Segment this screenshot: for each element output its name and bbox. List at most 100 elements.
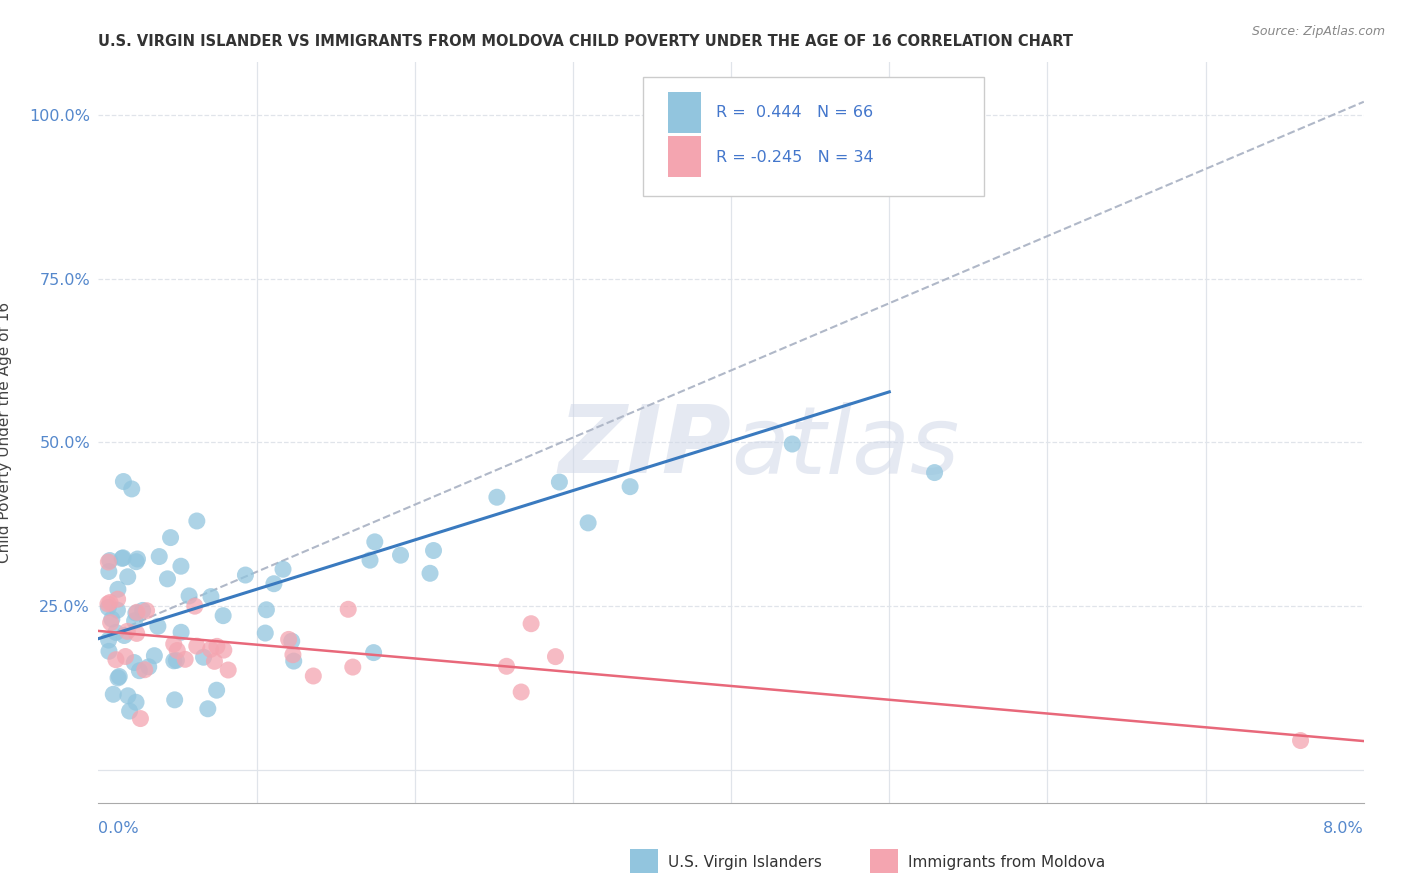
Point (263, 576, 285, 591)
Point (485, 490, 508, 504)
Point (495, 659, 517, 673)
Point (108, 669, 131, 683)
Point (143, 648, 166, 663)
Point (125, 695, 148, 709)
Point (163, 654, 186, 668)
Point (277, 632, 299, 647)
Point (101, 612, 124, 626)
Point (389, 548, 412, 562)
Point (125, 606, 148, 620)
Point (111, 551, 134, 566)
Point (576, 516, 599, 530)
Point (97, 555, 120, 569)
Point (363, 646, 385, 660)
Point (924, 466, 946, 480)
Point (548, 475, 571, 489)
Bar (668, 92, 700, 133)
Point (112, 475, 135, 489)
Point (280, 634, 302, 648)
Point (186, 639, 208, 653)
Point (170, 559, 193, 574)
Point (204, 654, 226, 668)
Point (165, 653, 187, 667)
Point (122, 656, 145, 670)
Text: Immigrants from Moldova: Immigrants from Moldova (908, 855, 1105, 870)
Bar (668, 136, 700, 178)
Point (117, 570, 139, 584)
Text: 0.0%: 0.0% (98, 822, 139, 837)
Point (364, 534, 387, 549)
Point (235, 568, 257, 582)
Text: ZIP: ZIP (558, 401, 731, 493)
Text: U.S. Virgin Islanders: U.S. Virgin Islanders (668, 855, 821, 870)
Y-axis label: Child Poverty Under the Age of 16: Child Poverty Under the Age of 16 (0, 302, 13, 563)
Text: U.S. VIRGIN ISLANDER VS IMMIGRANTS FROM MOLDOVA CHILD POVERTY UNDER THE AGE OF 1: U.S. VIRGIN ISLANDER VS IMMIGRANTS FROM … (98, 34, 1073, 49)
Point (271, 562, 294, 576)
Point (281, 648, 304, 662)
Point (205, 640, 228, 654)
Point (124, 614, 146, 628)
Point (107, 592, 129, 607)
Point (97, 633, 120, 648)
Text: Source: ZipAtlas.com: Source: ZipAtlas.com (1251, 25, 1385, 38)
Text: R =  0.444   N = 66: R = 0.444 N = 66 (716, 105, 873, 120)
Point (166, 643, 188, 657)
Point (170, 625, 193, 640)
Point (780, 437, 803, 451)
Text: R = -0.245   N = 34: R = -0.245 N = 34 (716, 150, 873, 165)
Point (117, 689, 139, 703)
Point (422, 543, 444, 558)
Point (197, 702, 219, 716)
Point (163, 637, 186, 651)
Point (205, 683, 228, 698)
Point (179, 589, 201, 603)
Point (159, 531, 181, 545)
Point (131, 603, 153, 617)
Point (98, 553, 121, 567)
Point (97, 565, 120, 579)
Point (156, 572, 179, 586)
Text: atlas: atlas (731, 402, 959, 493)
Point (104, 653, 127, 667)
Point (127, 552, 149, 566)
Point (1289, 733, 1312, 747)
Point (200, 642, 222, 657)
Point (544, 649, 567, 664)
Point (112, 550, 135, 565)
Point (112, 628, 135, 642)
Point (186, 514, 208, 528)
Point (125, 605, 148, 619)
Point (419, 566, 441, 581)
Point (510, 685, 533, 699)
Point (283, 654, 305, 668)
Point (129, 712, 152, 726)
Point (619, 480, 641, 494)
Point (100, 615, 122, 630)
Bar (630, 849, 658, 873)
Point (125, 626, 148, 640)
Point (520, 616, 543, 631)
Point (107, 603, 129, 617)
Point (138, 660, 160, 674)
Point (146, 619, 169, 633)
Point (254, 603, 277, 617)
Point (212, 643, 235, 657)
Point (135, 604, 157, 618)
Point (337, 602, 360, 616)
Text: 8.0%: 8.0% (1323, 822, 1364, 837)
Point (117, 624, 139, 639)
Point (118, 704, 141, 718)
Point (302, 669, 325, 683)
Point (217, 663, 239, 677)
Point (163, 693, 186, 707)
Point (148, 549, 170, 564)
Point (107, 582, 129, 597)
Point (184, 599, 207, 614)
FancyBboxPatch shape (643, 78, 984, 195)
Point (174, 652, 197, 666)
Point (342, 660, 364, 674)
Point (103, 687, 125, 701)
Point (846, 128, 869, 142)
Point (254, 626, 277, 640)
Point (200, 590, 222, 604)
